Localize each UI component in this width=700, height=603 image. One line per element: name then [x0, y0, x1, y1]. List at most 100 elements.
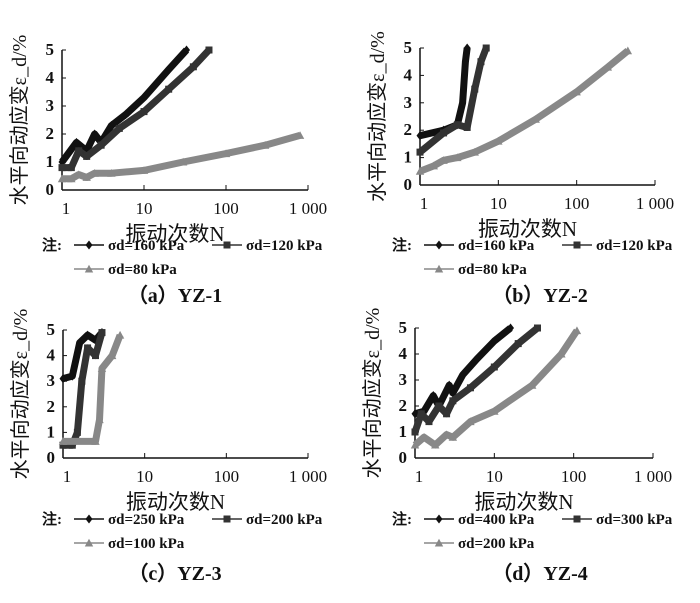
y-tick-label: 0	[47, 448, 56, 467]
data-point	[91, 437, 100, 445]
data-point	[573, 515, 581, 523]
data-point	[434, 538, 444, 547]
data-point	[91, 129, 99, 139]
data-point	[527, 381, 537, 389]
y-tick-label: 4	[404, 65, 413, 84]
x-axis-title: 振动次数N	[126, 490, 225, 514]
legend-prefix: 注:	[42, 236, 62, 254]
x-tick-label: 10	[486, 467, 503, 486]
panel-caption: （d）YZ-4	[492, 562, 588, 585]
data-point	[623, 46, 633, 55]
data-point	[75, 147, 83, 155]
legend-label: σd=120 kPa	[596, 238, 673, 254]
x-tick-label: 10	[490, 194, 507, 213]
data-point	[435, 402, 443, 410]
legend-prefix: 注:	[392, 236, 412, 254]
x-tick-label: 1 000	[634, 467, 672, 486]
series-3	[57, 131, 305, 183]
legend: 注: σd=160 kPa σd=120 kPa σd=80 kPa	[392, 236, 673, 278]
series-2	[411, 324, 541, 436]
data-point	[165, 65, 173, 75]
x-tick-label: 1 000	[636, 194, 674, 213]
data-point	[223, 515, 231, 523]
data-point	[90, 169, 99, 177]
x-tick-label: 1	[415, 467, 424, 486]
panel-caption: （c）YZ-3	[128, 562, 221, 585]
data-point	[58, 437, 68, 445]
data-point	[470, 147, 479, 156]
data-point	[416, 131, 424, 141]
data-point	[68, 371, 76, 381]
data-point	[84, 330, 92, 340]
data-point	[183, 45, 191, 55]
series-2	[58, 46, 213, 172]
data-point	[76, 338, 84, 348]
data-point	[461, 57, 469, 67]
data-point	[139, 166, 149, 174]
x-tick-label: 10	[136, 467, 153, 486]
x-axis-title: 振动次数N	[478, 217, 577, 241]
data-point	[557, 349, 566, 358]
data-point	[443, 410, 451, 418]
series-line	[418, 48, 631, 175]
data-point	[97, 141, 105, 149]
data-point	[417, 410, 425, 418]
legend-label: σd=200 kPa	[458, 536, 535, 552]
series-3	[410, 326, 582, 449]
data-point	[59, 441, 67, 449]
data-point	[83, 146, 91, 156]
data-point	[410, 440, 420, 449]
data-point	[429, 391, 437, 401]
x-tick-label: 100	[561, 467, 587, 486]
data-point	[260, 141, 270, 149]
y-axis-title: 水平向动应变ε_d/%	[366, 31, 389, 202]
data-point	[531, 115, 540, 123]
data-point	[58, 164, 66, 172]
data-point	[459, 98, 467, 108]
data-point	[107, 351, 117, 360]
legend-label: σd=250 kPa	[108, 512, 185, 528]
legend-label: σd=200 kPa	[246, 512, 323, 528]
y-axis-title: 水平向动应变ε_d/%	[8, 35, 31, 206]
data-point	[507, 323, 515, 333]
panel-caption: （a）YZ-1	[128, 284, 222, 307]
y-tick-label: 2	[47, 397, 56, 416]
x-tick-label: 1	[420, 194, 429, 213]
data-point	[84, 538, 94, 547]
data-point	[466, 417, 475, 426]
data-point	[459, 370, 467, 380]
data-point	[84, 344, 92, 352]
data-point	[98, 329, 106, 337]
data-point	[178, 157, 188, 166]
series-3	[415, 46, 633, 175]
data-point	[490, 363, 498, 371]
data-point	[439, 156, 448, 164]
data-point	[514, 340, 522, 348]
data-point	[165, 85, 173, 93]
series-2	[416, 44, 490, 156]
y-tick-label: 0	[404, 175, 413, 194]
y-tick-label: 1	[46, 152, 55, 171]
data-point	[411, 428, 419, 436]
data-point	[115, 124, 123, 132]
data-point	[463, 123, 471, 131]
legend-label: σd=100 kPa	[108, 536, 185, 552]
legend-label: σd=160 kPa	[458, 238, 535, 254]
legend: 注: σd=160 kPa σd=120 kPa σd=80 kPa	[42, 236, 323, 278]
x-axis-title: 振动次数N	[125, 222, 224, 246]
data-point	[68, 441, 76, 449]
data-point	[78, 377, 86, 385]
data-point	[419, 433, 429, 441]
data-point	[74, 170, 83, 179]
data-point	[140, 108, 148, 116]
data-point	[490, 336, 498, 346]
series-line	[414, 325, 513, 418]
data-point	[221, 149, 231, 158]
series-line	[62, 47, 212, 172]
data-point	[473, 354, 481, 364]
data-point	[453, 121, 461, 129]
